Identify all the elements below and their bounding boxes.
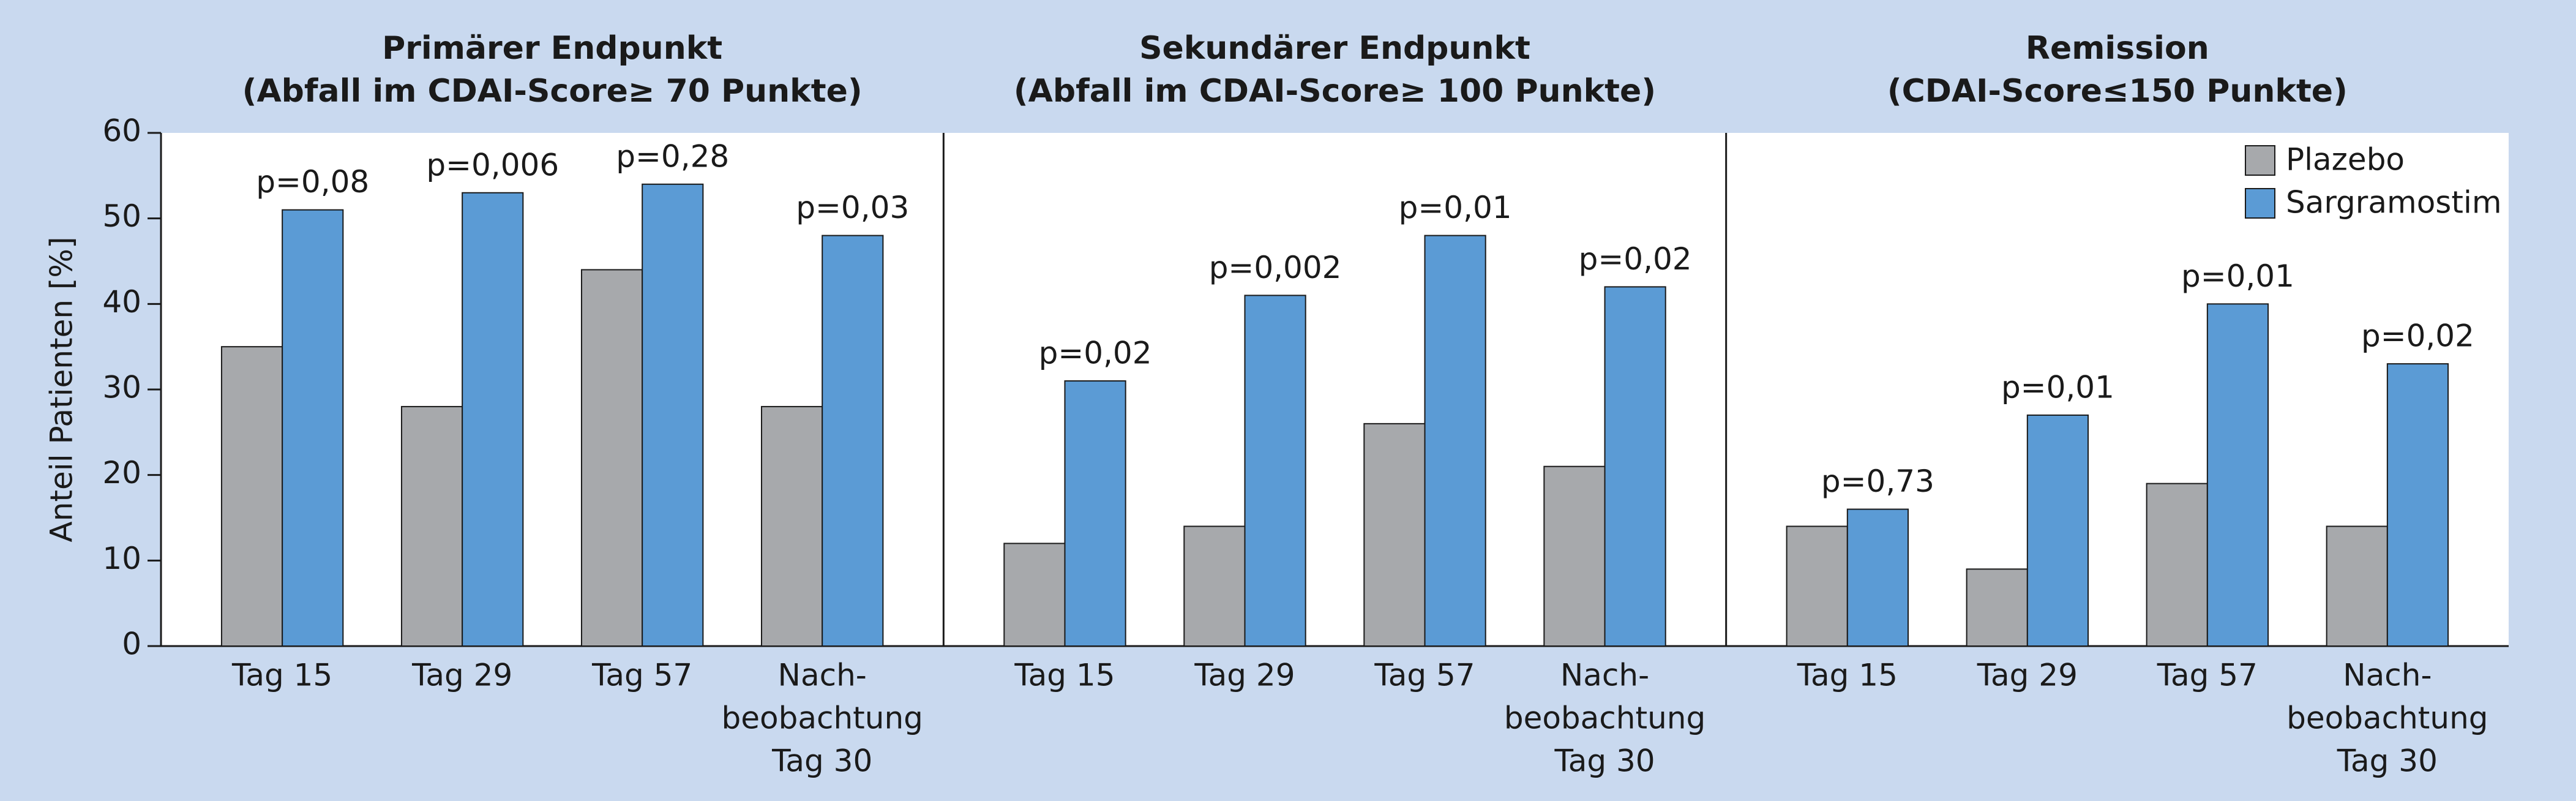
legend-swatch [2245,145,2275,176]
plot-area [161,133,2509,646]
x-tick-label: Tag 29 [1977,658,2078,693]
bar [1183,525,1246,647]
x-tick-label: Tag 30 [771,743,872,779]
bar [220,346,283,647]
p-value: p=0,02 [2361,318,2474,354]
x-tick-label: Nach- [778,658,867,693]
y-tick-label: 60 [102,113,141,149]
bar [642,183,704,647]
y-axis-label: Anteil Patienten [%] [44,237,80,543]
panel-title: Primärer Endpunkt [382,30,722,67]
bar [760,405,823,647]
x-tick-label: Nach- [1560,658,1649,693]
bar [2386,363,2449,647]
bar [400,405,463,647]
x-tick-label: Tag 30 [2337,743,2438,779]
p-value: p=0,73 [1821,464,1934,499]
panel-subtitle: (CDAI-Score≤150 Punkte) [1887,73,2348,110]
x-tick-label: Nach- [2343,658,2432,693]
x-tick-label: beobachtung [2286,701,2488,736]
bar [1543,465,1606,647]
legend-swatch [2245,188,2275,219]
bar [1604,286,1666,647]
panel-subtitle: (Abfall im CDAI-Score≥ 100 Punkte) [1014,73,1656,110]
x-tick-label: Tag 29 [411,658,512,693]
x-tick-label: Tag 15 [1797,658,1898,693]
bar [1363,423,1426,647]
bar [282,209,344,647]
x-tick-label: Tag 15 [1014,658,1115,693]
legend-label: Plazebo [2286,142,2405,178]
x-tick-label: Tag 15 [231,658,332,693]
p-value: p=0,28 [616,138,729,174]
p-value: p=0,08 [256,164,369,200]
y-tick-label: 30 [102,370,141,405]
bar [462,192,524,647]
p-value: p=0,006 [426,147,559,182]
panel-title: Sekundärer Endpunkt [1139,30,1530,67]
bar [2326,525,2388,647]
bar [1244,295,1306,647]
panel-subtitle: (Abfall im CDAI-Score≥ 70 Punkte) [242,73,863,110]
p-value: p=0,03 [796,190,909,225]
p-value: p=0,01 [2001,369,2114,405]
y-tick-label: 50 [102,198,141,234]
x-tick-label: Tag 57 [591,658,692,693]
bar [1064,380,1126,647]
bar [1003,543,1066,647]
p-value: p=0,002 [1209,250,1342,285]
bar [2206,303,2269,647]
p-value: p=0,01 [2181,258,2294,294]
p-value: p=0,01 [1399,190,1512,225]
x-tick-label: beobachtung [722,701,923,736]
bar [2026,414,2089,647]
x-tick-label: Tag 57 [2157,658,2258,693]
bar [1424,235,1486,647]
bar [580,269,643,647]
bar [1966,568,2028,647]
x-tick-label: Tag 29 [1194,658,1295,693]
panel-title: Remission [2026,30,2209,67]
x-tick-label: Tag 57 [1374,658,1475,693]
x-tick-label: beobachtung [1504,701,1705,736]
y-tick-label: 10 [102,541,141,576]
bar [1786,525,1848,647]
bar [1846,508,1909,647]
y-tick-label: 0 [122,626,141,662]
bar [2146,483,2208,647]
bar [822,235,884,647]
p-value: p=0,02 [1039,336,1152,371]
p-value: p=0,02 [1579,241,1692,277]
y-tick-label: 20 [102,455,141,491]
legend-label: Sargramostim [2286,185,2502,220]
y-tick-label: 40 [102,284,141,320]
x-tick-label: Tag 30 [1554,743,1655,779]
